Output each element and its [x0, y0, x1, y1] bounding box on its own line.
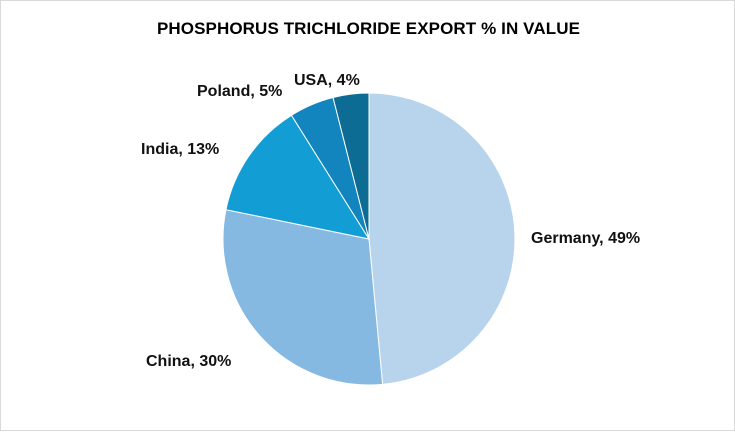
data-label-china: China, 30% — [146, 353, 231, 370]
pie-slice-india — [225, 114, 371, 240]
data-label-germany: Germany, 49% — [531, 230, 640, 247]
pie-slice-germany — [368, 92, 516, 385]
pie-labels: Germany, 49% China, 30% India, 13% Poland, … — [141, 72, 640, 370]
data-label-usa: USA, 4% — [294, 72, 360, 89]
data-label-india: India, 13% — [141, 141, 219, 158]
pie-slices — [222, 92, 516, 386]
data-label-poland: Poland, 5% — [197, 83, 282, 100]
pie-slice-usa — [332, 92, 370, 240]
pie-slice-china — [222, 209, 384, 386]
chart-title: PHOSPHORUS TRICHLORIDE EXPORT % IN VALUE — [156, 19, 581, 38]
